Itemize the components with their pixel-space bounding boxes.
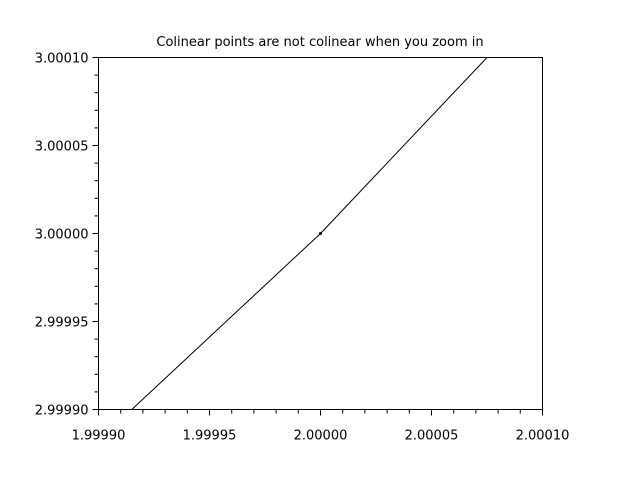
chart-title: Colinear points are not colinear when yo… — [156, 35, 483, 50]
y-tick-label: 3.00010 — [35, 52, 89, 67]
series-line — [131, 57, 488, 410]
x-tick-label: 2.00010 — [516, 429, 570, 444]
y-tick-label: 3.00005 — [35, 140, 89, 155]
y-tick-label: 2.99995 — [35, 316, 89, 331]
x-tick-label: 1.99995 — [183, 429, 237, 444]
x-tick-label: 1.99990 — [72, 429, 126, 444]
y-tick-label: 3.00000 — [35, 228, 89, 243]
x-tick-label: 2.00005 — [405, 429, 459, 444]
data-point-marker — [319, 232, 322, 235]
x-tick-label: 2.00000 — [294, 429, 348, 444]
y-tick-label: 2.99990 — [35, 404, 89, 419]
